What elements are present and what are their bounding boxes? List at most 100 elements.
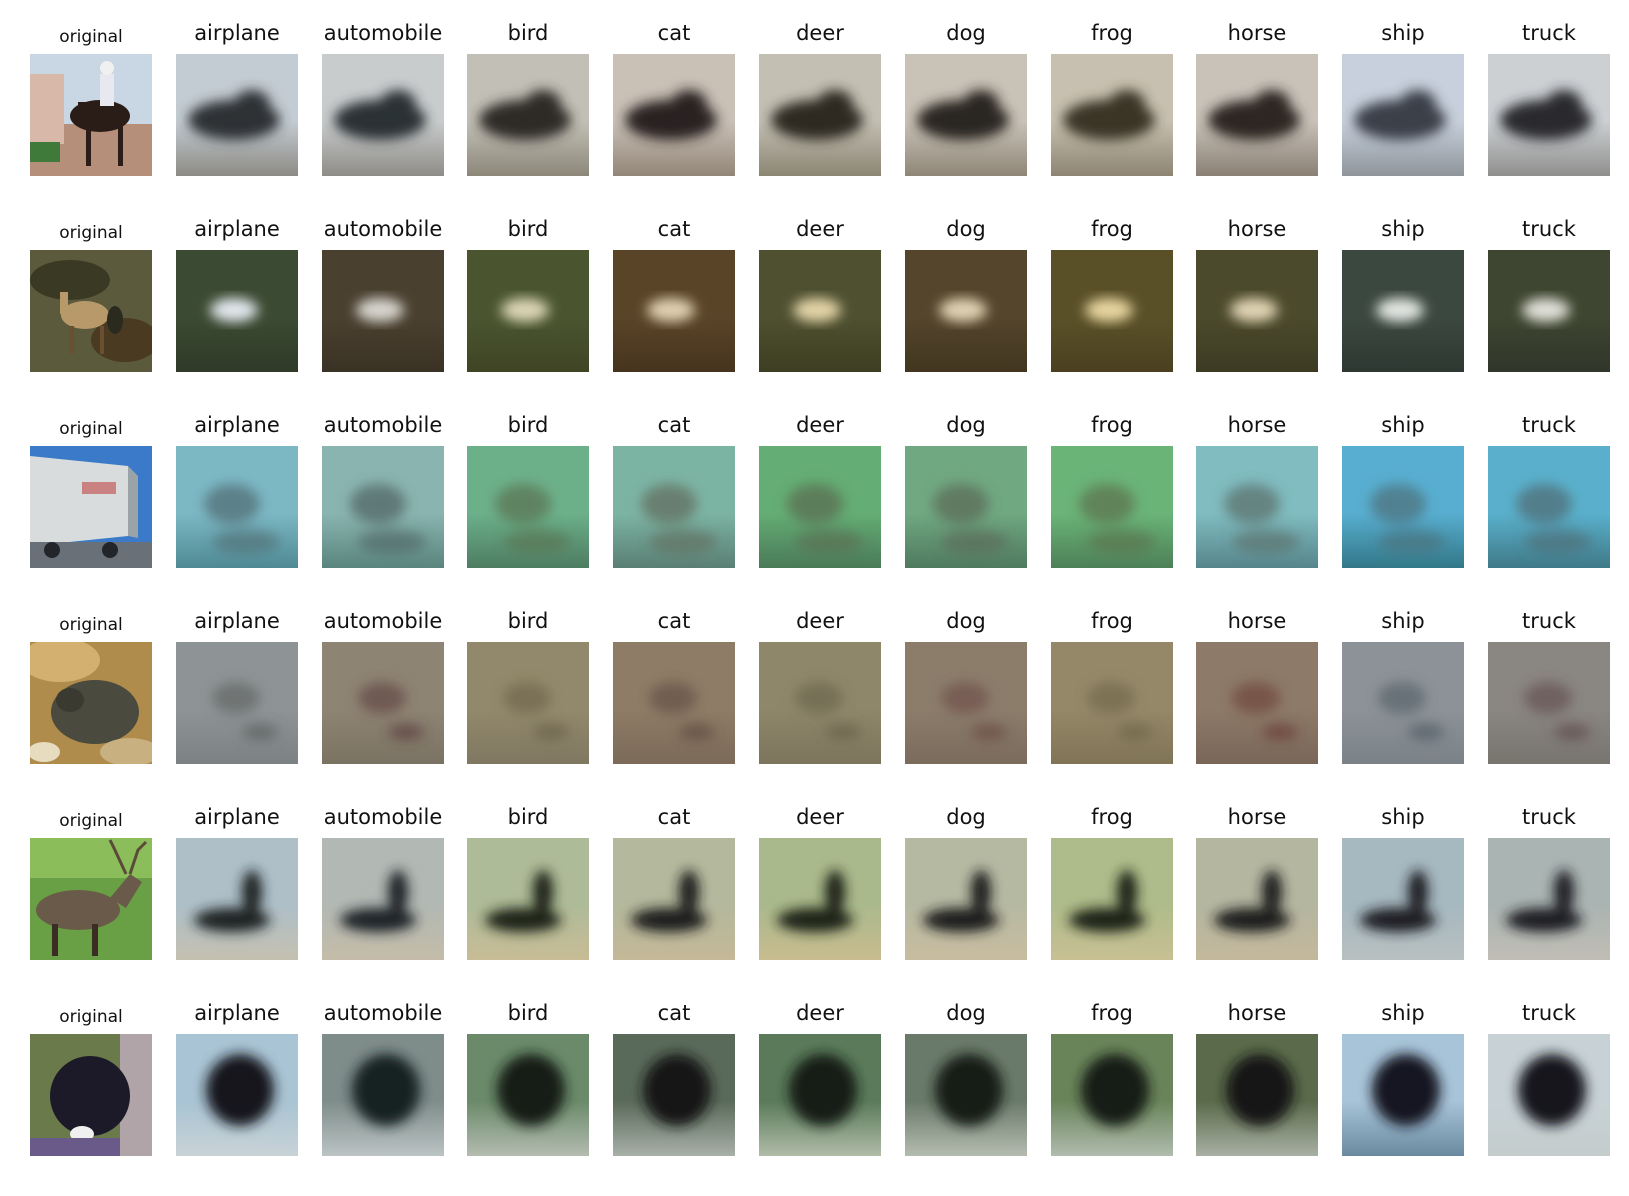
original-photo bbox=[30, 446, 152, 568]
class-label: truck bbox=[1522, 413, 1576, 437]
reconstruction-image bbox=[467, 446, 589, 568]
class-label: ship bbox=[1381, 1001, 1425, 1025]
class-cell: frog bbox=[1051, 608, 1173, 768]
generated-image bbox=[905, 838, 1027, 960]
original-label: original bbox=[59, 1007, 123, 1027]
generated-image bbox=[176, 446, 298, 568]
generated-image bbox=[1488, 1034, 1610, 1156]
generated-image bbox=[759, 1034, 881, 1156]
class-label: dog bbox=[946, 609, 986, 633]
original-photo bbox=[30, 642, 152, 764]
reconstruction-image bbox=[467, 838, 589, 960]
generated-image bbox=[613, 838, 735, 960]
original-label: original bbox=[59, 419, 123, 439]
class-label: frog bbox=[1091, 805, 1133, 829]
grid-row: original airplane automobile bird cat deer dog… bbox=[0, 216, 1629, 412]
class-label: dog bbox=[946, 413, 986, 437]
class-label: frog bbox=[1091, 21, 1133, 45]
class-cell: deer bbox=[759, 1000, 881, 1160]
generated-image bbox=[1488, 446, 1610, 568]
reconstruction-image bbox=[467, 1034, 589, 1156]
class-cell: frog bbox=[1051, 804, 1173, 964]
reconstruction-image bbox=[1342, 838, 1464, 960]
class-cell: bird bbox=[467, 412, 589, 572]
class-cell: airplane bbox=[176, 20, 298, 180]
class-cell: bird bbox=[467, 804, 589, 964]
class-label: deer bbox=[796, 413, 844, 437]
generated-image bbox=[1342, 642, 1464, 764]
class-cell: automobile bbox=[322, 412, 444, 572]
class-cell: ship bbox=[1342, 1000, 1464, 1160]
reconstruction-image bbox=[759, 446, 881, 568]
generated-image bbox=[905, 54, 1027, 176]
generated-image bbox=[759, 54, 881, 176]
reconstruction-image bbox=[1051, 446, 1173, 568]
generated-image bbox=[1051, 1034, 1173, 1156]
generated-image bbox=[759, 838, 881, 960]
class-cell: bird bbox=[467, 20, 589, 180]
reconstruction-image bbox=[1488, 446, 1610, 568]
class-cell: truck bbox=[1488, 412, 1610, 572]
generated-image bbox=[322, 642, 444, 764]
class-label: dog bbox=[946, 217, 986, 241]
class-label: truck bbox=[1522, 805, 1576, 829]
reconstruction-image bbox=[1342, 1034, 1464, 1156]
reconstruction-image bbox=[759, 642, 881, 764]
class-cell: bird bbox=[467, 1000, 589, 1160]
reconstruction-image bbox=[467, 54, 589, 176]
reconstruction-image bbox=[176, 642, 298, 764]
reconstruction-image bbox=[176, 54, 298, 176]
reconstruction-image bbox=[1342, 446, 1464, 568]
class-cell: deer bbox=[759, 412, 881, 572]
grid-row: original airplane automobile bird cat deer dog… bbox=[0, 608, 1629, 804]
class-label: airplane bbox=[194, 609, 280, 633]
reconstruction-image bbox=[1488, 838, 1610, 960]
class-label: cat bbox=[657, 413, 691, 437]
reconstruction-image bbox=[759, 54, 881, 176]
class-cell: dog bbox=[905, 20, 1027, 180]
reconstruction-image bbox=[1051, 54, 1173, 176]
reconstruction-image bbox=[322, 446, 444, 568]
generated-image bbox=[613, 642, 735, 764]
class-label: ship bbox=[1381, 21, 1425, 45]
class-label: ship bbox=[1381, 413, 1425, 437]
reconstruction-image bbox=[1051, 250, 1173, 372]
reconstruction-image bbox=[322, 1034, 444, 1156]
class-cell: frog bbox=[1051, 216, 1173, 376]
reconstruction-image bbox=[1342, 642, 1464, 764]
generated-image bbox=[467, 1034, 589, 1156]
generated-image bbox=[905, 642, 1027, 764]
reconstruction-image bbox=[1196, 642, 1318, 764]
original-image bbox=[30, 250, 152, 372]
class-label: bird bbox=[507, 1001, 549, 1025]
generated-image bbox=[1051, 250, 1173, 372]
class-cell: ship bbox=[1342, 216, 1464, 376]
class-label: deer bbox=[796, 1001, 844, 1025]
class-cell: horse bbox=[1196, 608, 1318, 768]
generated-image bbox=[467, 642, 589, 764]
class-cell: cat bbox=[613, 1000, 735, 1160]
class-cell: truck bbox=[1488, 608, 1610, 768]
class-label: cat bbox=[657, 21, 691, 45]
reconstruction-image bbox=[1196, 250, 1318, 372]
generated-image bbox=[176, 54, 298, 176]
reconstruction-image bbox=[176, 838, 298, 960]
generated-image bbox=[759, 446, 881, 568]
class-label: bird bbox=[507, 609, 549, 633]
generated-image bbox=[322, 838, 444, 960]
class-cell: dog bbox=[905, 608, 1027, 768]
class-label: airplane bbox=[194, 217, 280, 241]
class-cell: dog bbox=[905, 1000, 1027, 1160]
class-label: dog bbox=[946, 21, 986, 45]
original-photo bbox=[30, 54, 152, 176]
generated-image bbox=[1196, 838, 1318, 960]
reconstruction-image bbox=[613, 642, 735, 764]
reconstruction-image bbox=[467, 250, 589, 372]
reconstruction-image bbox=[613, 250, 735, 372]
class-label: deer bbox=[796, 21, 844, 45]
original-image bbox=[30, 54, 152, 176]
class-cell: horse bbox=[1196, 804, 1318, 964]
generated-image bbox=[1051, 642, 1173, 764]
generated-image bbox=[176, 1034, 298, 1156]
class-label: horse bbox=[1227, 217, 1287, 241]
